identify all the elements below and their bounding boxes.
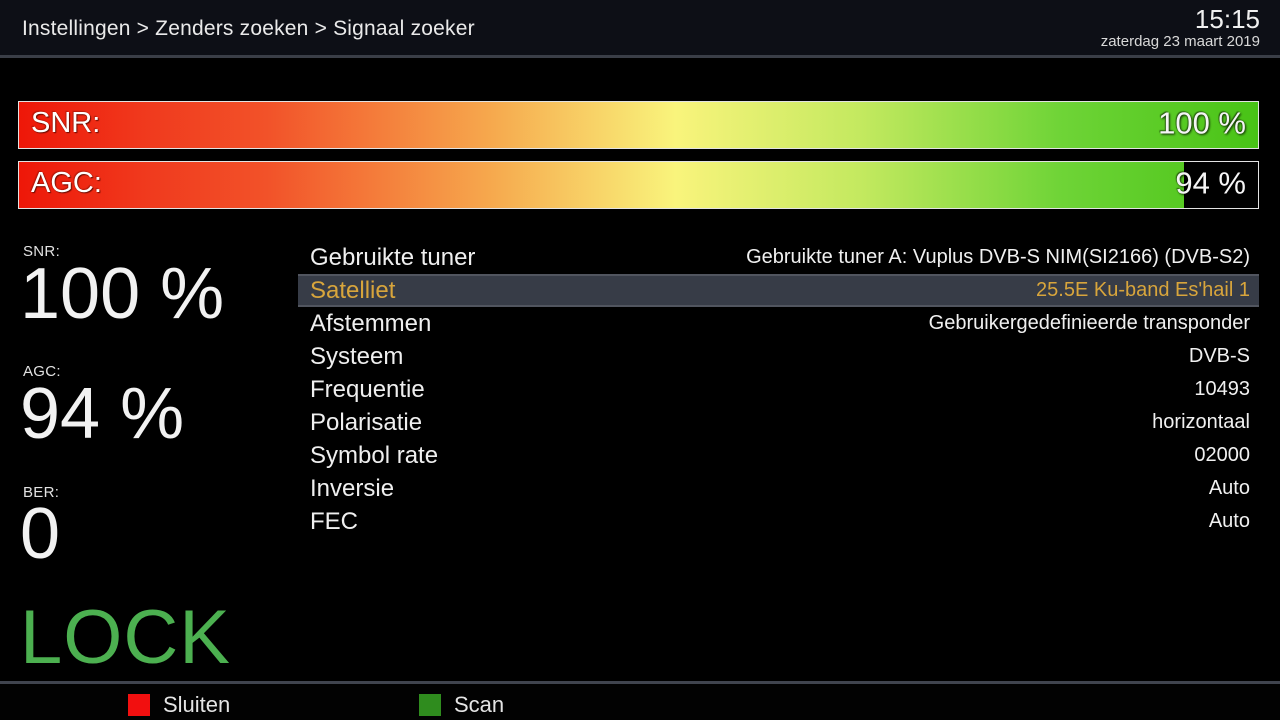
- row-satelliet[interactable]: Satelliet 25.5E Ku-band Es'hail 1: [298, 274, 1259, 307]
- agc-readout-label: AGC:: [23, 363, 61, 380]
- row-label: Inversie: [310, 474, 395, 502]
- row-systeem[interactable]: Systeem DVB-S: [298, 340, 1259, 373]
- agc-readout-value: 94 %: [20, 374, 185, 454]
- row-value: Auto: [1208, 477, 1250, 499]
- lock-status: LOCK: [20, 595, 231, 680]
- agc-bar-label: AGC:: [31, 167, 102, 200]
- ber-readout-label: BER:: [23, 484, 60, 501]
- scan-button-label: Scan: [454, 692, 505, 717]
- agc-bar-value: 94 %: [1175, 165, 1246, 201]
- green-square-icon: [419, 694, 441, 716]
- clock-time: 15:15: [1194, 4, 1260, 34]
- row-label: Frequentie: [310, 375, 425, 403]
- row-polarisatie[interactable]: Polarisatie horizontaal: [298, 406, 1259, 439]
- row-inversie[interactable]: Inversie Auto: [298, 472, 1259, 505]
- row-label: FEC: [310, 507, 358, 535]
- row-label: Polarisatie: [310, 408, 423, 436]
- row-value: 25.5E Ku-band Es'hail 1: [1036, 279, 1250, 301]
- row-label: Symbol rate: [310, 441, 439, 469]
- row-value: 10493: [1194, 378, 1250, 400]
- snr-bar-label: SNR:: [31, 107, 101, 140]
- snr-progress-bar: SNR: 100 %: [18, 101, 1259, 149]
- row-label: Gebruikte tuner: [310, 243, 476, 271]
- breadcrumb: Instellingen > Zenders zoeken > Signaal …: [22, 17, 475, 40]
- close-button-label: Sluiten: [163, 692, 231, 717]
- ber-readout-value: 0: [20, 494, 61, 574]
- footer-bar: Sluiten Scan: [0, 681, 1280, 720]
- scan-button[interactable]: Scan: [419, 692, 504, 718]
- settings-list: Gebruikte tuner Gebruikte tuner A: Vuplu…: [298, 241, 1259, 538]
- agc-bar-remainder: [1183, 162, 1258, 208]
- row-value: horizontaal: [1152, 411, 1250, 433]
- row-symbol-rate[interactable]: Symbol rate 02000: [298, 439, 1259, 472]
- row-afstemmen[interactable]: Afstemmen Gebruikergedefinieerde transpo…: [298, 307, 1259, 340]
- snr-bar-value: 100 %: [1158, 105, 1246, 141]
- clock-date: zaterdag 23 maart 2019: [1100, 32, 1260, 50]
- row-frequentie[interactable]: Frequentie 10493: [298, 373, 1259, 406]
- close-button[interactable]: Sluiten: [128, 692, 230, 718]
- snr-readout-value: 100 %: [20, 254, 225, 334]
- red-square-icon: [128, 694, 150, 716]
- row-label: Satelliet: [310, 276, 396, 304]
- row-value: Gebruikte tuner A: Vuplus DVB-S NIM(SI21…: [746, 246, 1250, 268]
- row-value: 02000: [1194, 444, 1250, 466]
- header-bar: Instellingen > Zenders zoeken > Signaal …: [0, 0, 1280, 58]
- snr-readout-label: SNR:: [23, 243, 61, 260]
- clock: 15:15 zaterdag 23 maart 2019: [1101, 5, 1260, 50]
- row-fec[interactable]: FEC Auto: [298, 505, 1259, 538]
- row-label: Afstemmen: [310, 309, 432, 337]
- row-label: Systeem: [310, 342, 404, 370]
- row-value: Auto: [1208, 510, 1250, 532]
- row-gebruikte-tuner[interactable]: Gebruikte tuner Gebruikte tuner A: Vuplu…: [298, 241, 1259, 274]
- row-value: Gebruikergedefinieerde transponder: [928, 312, 1250, 334]
- row-value: DVB-S: [1188, 345, 1250, 367]
- agc-progress-bar: AGC: 94 %: [18, 161, 1259, 209]
